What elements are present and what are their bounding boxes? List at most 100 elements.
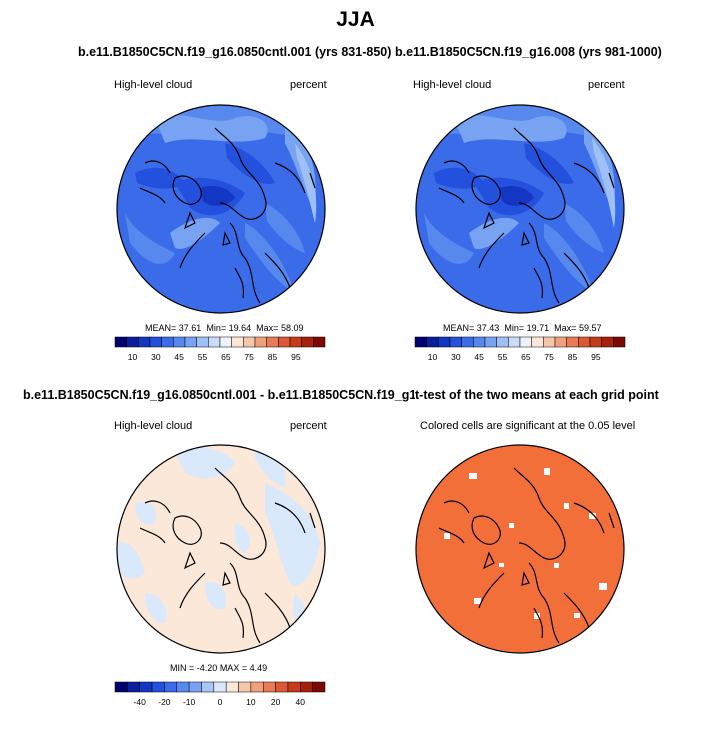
colorbar-cell	[151, 681, 165, 693]
colorbar-cell	[127, 681, 140, 693]
colorbar-tick-label: 10	[246, 697, 256, 707]
colorbar-cell	[313, 336, 326, 348]
panel-3-colorbar: -40 -20 -10 0 10 20 40	[114, 681, 326, 707]
colorbar-cell	[275, 681, 289, 693]
colorbar-cell	[496, 336, 509, 348]
colorbar-tick-label: 95	[591, 352, 601, 362]
colorbar-cell	[114, 681, 128, 693]
colorbar-cell	[213, 681, 227, 693]
panel-3-field	[117, 445, 325, 653]
colorbar-tick-label: 40	[296, 697, 306, 707]
page-title: JJA	[336, 8, 375, 31]
colorbar-tick-label: 0	[218, 697, 223, 707]
colorbar-cell	[519, 336, 532, 348]
panel-3-map	[116, 444, 326, 654]
panel-1-coastlines	[139, 127, 316, 304]
panel-1-map	[116, 104, 326, 314]
colorbar-cell	[231, 336, 244, 348]
panel-4-significance-label: Colored cells are significant at the 0.0…	[420, 420, 636, 432]
colorbar-cell	[250, 681, 264, 693]
panel-1-colorbar: 10 30 45 55 65 75 85 95	[114, 336, 326, 362]
colorbar-cell	[176, 681, 190, 693]
colorbar-cell	[566, 336, 579, 348]
colorbar-tick-label: 45	[174, 352, 184, 362]
colorbar-tick-label: 20	[271, 697, 281, 707]
panel-1-field	[117, 105, 325, 313]
panel-3-variable-label: High-level cloud	[114, 420, 193, 432]
panel-1-stats: MEAN= 37.61 Min= 19.64 Max= 58.09	[145, 323, 304, 333]
colorbar-cell	[184, 336, 197, 348]
panel-4-coastlines	[438, 467, 615, 644]
panel-4-map	[415, 444, 625, 654]
colorbar-cell	[225, 681, 239, 693]
colorbar-cell	[161, 336, 174, 348]
colorbar-cell	[312, 681, 326, 693]
panel-4-field	[416, 445, 624, 653]
colorbar-cell	[301, 336, 314, 348]
colorbar-cell	[484, 336, 497, 348]
panel-2-field	[416, 105, 624, 313]
colorbar-cell	[238, 681, 252, 693]
colorbar-cell	[138, 336, 151, 348]
colorbar-cell	[300, 681, 313, 693]
panel-2-coastlines	[438, 127, 615, 304]
panel-2-units-label: percent	[588, 79, 625, 91]
panel-4-title: t-test of the two means at each grid poi…	[415, 388, 659, 402]
panel-3-coastlines	[139, 467, 316, 644]
colorbar-tick-label: 85	[268, 352, 278, 362]
colorbar-cell	[289, 336, 302, 348]
colorbar-cell	[139, 681, 153, 693]
colorbar-cell	[543, 336, 556, 348]
colorbar-cell	[126, 336, 139, 348]
panel-2-colorbar: 10 30 45 55 65 75 85 95	[414, 336, 626, 362]
colorbar-cell	[262, 681, 276, 693]
colorbar-cell	[589, 336, 602, 348]
colorbar-cell	[219, 336, 232, 348]
panel-2-variable-label: High-level cloud	[413, 79, 492, 91]
panel-4-nonsignificant-cells	[444, 468, 607, 619]
colorbar-tick-label: 75	[244, 352, 254, 362]
panel-2-title: b.e11.B1850C5CN.f19_g16.008 (yrs 981-100…	[395, 45, 662, 59]
panel-1-variable-label: High-level cloud	[114, 79, 193, 91]
colorbar-cell	[578, 336, 591, 348]
colorbar-cell	[449, 336, 462, 348]
colorbar-cell	[601, 336, 614, 348]
colorbar-cell	[287, 681, 301, 693]
colorbar-tick-label: 10	[128, 352, 138, 362]
colorbar-tick-label: 10	[428, 352, 438, 362]
colorbar-cell	[254, 336, 267, 348]
panel-3-units-label: percent	[290, 420, 327, 432]
colorbar-cell	[196, 336, 209, 348]
panel-1-title: b.e11.B1850C5CN.f19_g16.0850cntl.001 (yr…	[78, 45, 392, 59]
colorbar-cell	[278, 336, 291, 348]
colorbar-tick-label: -20	[158, 697, 171, 707]
colorbar-cell	[531, 336, 544, 348]
colorbar-cell	[114, 336, 127, 348]
colorbar-tick-label: 65	[221, 352, 231, 362]
colorbar-cell	[438, 336, 451, 348]
colorbar-cell	[243, 336, 256, 348]
colorbar-tick-label: 85	[568, 352, 578, 362]
colorbar-tick-label: 75	[544, 352, 554, 362]
colorbar-tick-label: 55	[498, 352, 508, 362]
colorbar-cell	[173, 336, 186, 348]
colorbar-cell	[164, 681, 178, 693]
colorbar-cell	[149, 336, 162, 348]
colorbar-cell	[188, 681, 202, 693]
colorbar-cell	[613, 336, 626, 348]
colorbar-tick-label: 65	[521, 352, 531, 362]
colorbar-tick-label: 30	[151, 352, 161, 362]
colorbar-cell	[473, 336, 486, 348]
colorbar-cell	[508, 336, 521, 348]
panel-3-title: b.e11.B1850C5CN.f19_g16.0850cntl.001 - b…	[23, 388, 448, 402]
panel-2-stats: MEAN= 37.43 Min= 19.71 Max= 59.57	[443, 323, 602, 333]
colorbar-cell	[266, 336, 279, 348]
panel-1-units-label: percent	[290, 79, 327, 91]
colorbar-cell	[461, 336, 474, 348]
panel-2-map	[415, 104, 625, 314]
colorbar-cell	[201, 681, 215, 693]
colorbar-cell	[426, 336, 439, 348]
colorbar-cell	[554, 336, 567, 348]
panel-3-stats: MIN = -4.20 MAX = 4.49	[170, 663, 268, 673]
colorbar-tick-label: 30	[451, 352, 461, 362]
